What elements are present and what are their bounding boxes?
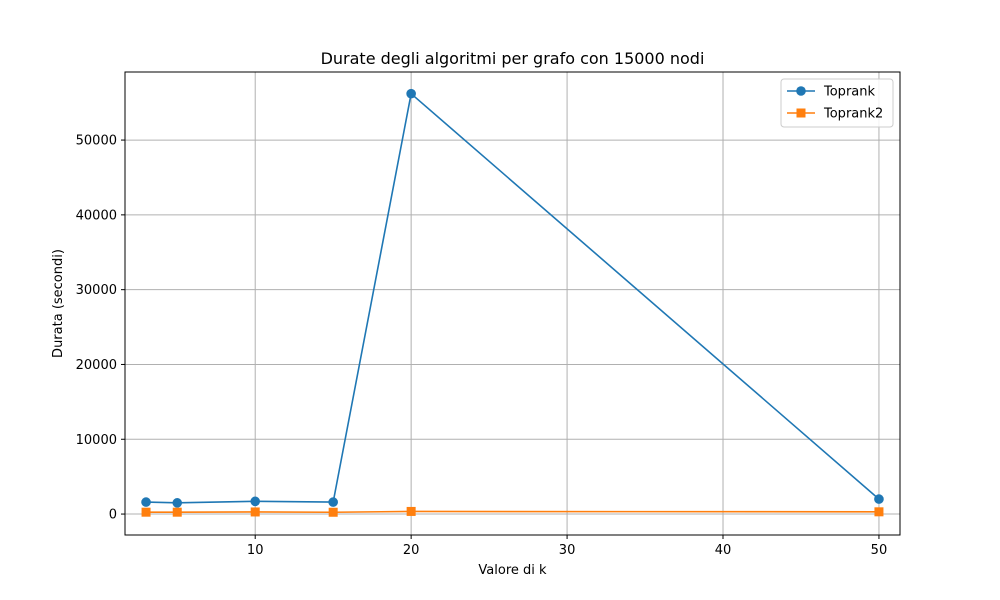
x-tick-label: 50 [871,543,888,558]
x-tick-label: 30 [559,543,576,558]
series-line-toprank [146,92,880,504]
legend-label-toprank2: Toprank2 [823,107,883,122]
y-tick-label: 0 [109,508,117,523]
data-point-toprank2 [172,507,182,517]
y-tick-label: 20000 [76,358,117,373]
plot-frame [124,71,901,536]
legend-label-toprank: Toprank [823,85,875,100]
y-tick-label: 40000 [76,208,117,223]
y-tick-label: 10000 [76,433,117,448]
grid [125,72,900,535]
series-line-toprank2 [146,510,879,514]
data-point-toprank2 [874,507,884,517]
y-axis-title: Durata (secondi) [51,249,66,358]
data-point-toprank [874,494,884,504]
data-point-toprank [406,88,416,99]
x-tick-label: 10 [247,543,264,558]
ticks: 10 20 30 40 50 0 10000 20000 30000 40000 50000 [76,134,888,558]
chart-title: Durate degli algoritmi per grafo con 150… [321,49,705,68]
series-layer [141,88,884,517]
x-tick-label: 20 [403,543,420,558]
y-tick-label: 50000 [76,134,117,149]
data-point-toprank [250,496,261,507]
legend-marker-toprank [796,86,806,96]
legend-marker-toprank2 [796,108,806,118]
data-point-toprank2 [141,507,151,517]
data-point-toprank2 [250,507,260,517]
data-point-toprank2 [328,507,338,517]
x-tick-label: 40 [715,543,732,558]
data-point-toprank [141,497,151,507]
legend: Toprank Toprank2 [780,78,894,128]
data-point-toprank [172,498,183,508]
data-point-toprank [328,497,338,507]
y-tick-label: 30000 [76,283,117,298]
data-point-toprank2 [406,506,416,516]
x-axis-title: Valore di k [478,563,547,578]
